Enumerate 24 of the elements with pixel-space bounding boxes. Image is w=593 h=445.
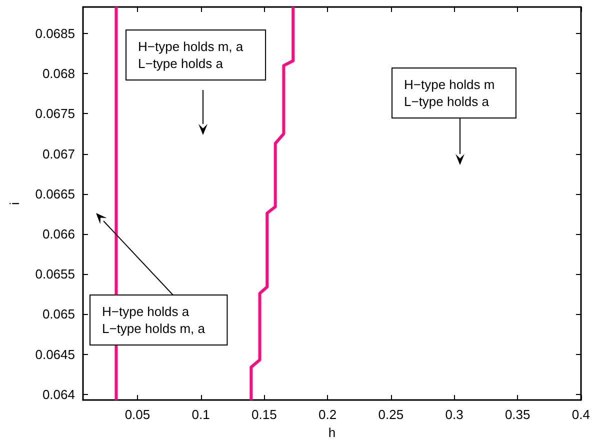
x-tick-label: 0.05 (124, 407, 150, 422)
x-tick-label: 0.2 (318, 407, 337, 422)
y-tick-label: 0.0675 (35, 106, 75, 122)
x-tick-label: 0.15 (252, 407, 277, 422)
y-tick-label: 0.0685 (35, 26, 75, 41)
annotation: H−type holds m, a L−type holds a (138, 39, 244, 71)
x-tick-label: 0.4 (572, 407, 590, 422)
x-tick-label: 0.25 (378, 407, 404, 422)
y-tick-label: 0.064 (42, 386, 75, 402)
y-tick-label: 0.067 (42, 146, 75, 162)
x-tick-label: 0.1 (192, 407, 210, 422)
y-tick-label: 0.0665 (35, 186, 75, 202)
y-tick-label: 0.068 (42, 66, 75, 82)
y-tick-label: 0.066 (42, 226, 75, 242)
y-tick-label: 0.065 (42, 306, 75, 322)
annotation: H−type holds a L−type holds m, a (102, 304, 206, 336)
x-tick-label: 0.3 (445, 407, 464, 422)
annotation: H−type holds m L−type holds a (404, 77, 495, 109)
x-tick-label: 0.35 (504, 407, 530, 422)
line-series (250, 6, 295, 402)
y-axis-title: i (7, 202, 22, 205)
x-axis-title: h (328, 424, 336, 440)
y-tick-label: 0.0655 (35, 266, 75, 282)
y-tick-label: 0.0645 (35, 346, 75, 362)
